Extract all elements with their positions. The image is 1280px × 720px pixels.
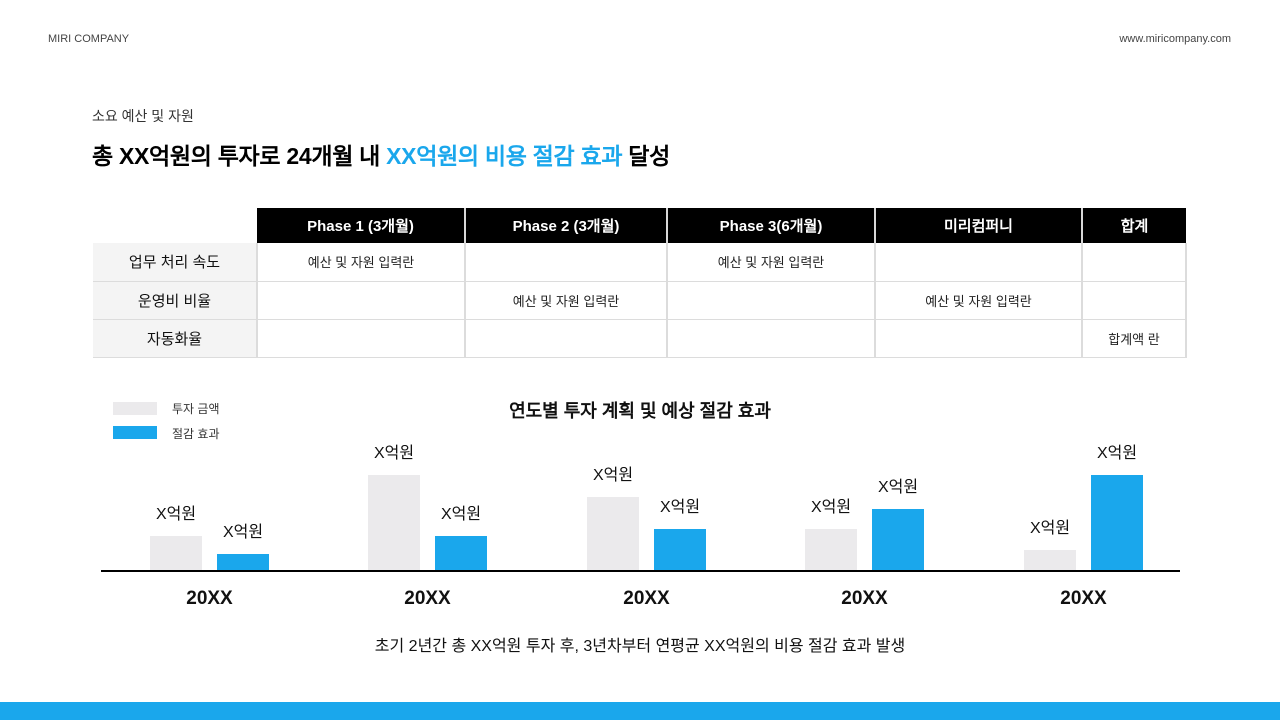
x-axis-label: 20XX <box>841 588 888 609</box>
bar-value-label: X억원 <box>1096 445 1138 462</box>
table-cell[interactable] <box>257 281 466 320</box>
table-cell[interactable]: 예산 및 자원 입력란 <box>465 281 668 320</box>
x-axis-label: 20XX <box>186 588 233 609</box>
column-header: Phase 1 (3개월) <box>257 208 466 243</box>
chart-footnote: 초기 2년간 총 XX억원 투자 후, 3년차부터 연평균 XX억원의 비용 절… <box>374 638 906 655</box>
savings-bar <box>872 509 924 571</box>
table-cell[interactable]: 예산 및 자원 입력란 <box>667 243 876 282</box>
row-header: 운영비 비율 <box>93 281 258 320</box>
legend-label-savings: 절감 효과 <box>172 427 220 441</box>
x-axis-label: 20XX <box>623 588 670 609</box>
table-cell[interactable] <box>1082 243 1187 282</box>
table-cell[interactable]: 예산 및 자원 입력란 <box>257 243 466 282</box>
legend-label-investment: 투자 금액 <box>172 402 220 416</box>
bar-value-label: X억원 <box>373 445 415 462</box>
x-axis-label: 20XX <box>1060 588 1107 609</box>
bar-value-label: X억원 <box>810 499 852 516</box>
investment-bar <box>368 475 420 571</box>
title-highlight: XX억원의 비용 절감 효과 <box>386 143 623 169</box>
legend-swatch-investment <box>113 402 157 415</box>
column-header: 합계 <box>1082 208 1186 243</box>
bar-value-label: X억원 <box>440 506 482 523</box>
row-header: 업무 처리 속도 <box>93 243 258 282</box>
column-header: Phase 3(6개월) <box>667 208 876 243</box>
bar-value-label: X억원 <box>659 499 701 516</box>
bottom-accent-bar <box>0 702 1280 720</box>
table-cell[interactable] <box>667 281 876 320</box>
savings-bar <box>1091 475 1143 571</box>
savings-bar <box>217 554 269 571</box>
table-cell[interactable]: 예산 및 자원 입력란 <box>875 281 1083 320</box>
row-header: 자동화율 <box>93 319 258 358</box>
table-cell[interactable] <box>465 243 668 282</box>
website-url: www.miricompany.com <box>1119 33 1231 45</box>
table-row: 운영비 비율 예산 및 자원 입력란 예산 및 자원 입력란 <box>93 281 1187 320</box>
table-row: 업무 처리 속도 예산 및 자원 입력란 예산 및 자원 입력란 <box>93 243 1187 282</box>
table-cell[interactable] <box>875 319 1083 358</box>
budget-table: Phase 1 (3개월) Phase 2 (3개월) Phase 3(6개월)… <box>93 208 1187 358</box>
savings-bar <box>435 536 487 571</box>
savings-bar <box>654 529 706 571</box>
table-corner <box>93 208 257 243</box>
section-subtitle: 소요 예산 및 자원 <box>92 108 194 124</box>
table-cell[interactable] <box>667 319 876 358</box>
investment-bar <box>150 536 202 571</box>
title-text-1: 총 XX억원의 투자로 24개월 내 <box>92 143 387 169</box>
investment-bar <box>805 529 857 571</box>
investment-bar <box>587 497 639 571</box>
investment-bar <box>1024 550 1076 571</box>
table-cell[interactable] <box>465 319 668 358</box>
bar-value-label: X억원 <box>155 506 197 523</box>
bar-value-label: X억원 <box>222 524 264 541</box>
column-header: 미리컴퍼니 <box>875 208 1083 243</box>
chart-baseline <box>101 570 1180 572</box>
table-header-row: Phase 1 (3개월) Phase 2 (3개월) Phase 3(6개월)… <box>93 208 1186 243</box>
title-text-2: 달성 <box>622 143 671 169</box>
legend-swatch-savings <box>113 426 157 439</box>
bar-value-label: X억원 <box>877 479 919 496</box>
bar-value-label: X억원 <box>592 467 634 484</box>
x-axis-label: 20XX <box>404 588 451 609</box>
slide-title: 총 XX억원의 투자로 24개월 내 XX억원의 비용 절감 효과 달성 <box>92 137 670 171</box>
bar-value-label: X억원 <box>1029 520 1071 537</box>
table-row: 자동화율 합계액 란 <box>93 319 1187 358</box>
chart-title: 연도별 투자 계획 및 예상 절감 효과 <box>509 401 771 421</box>
table-cell[interactable] <box>257 319 466 358</box>
column-header: Phase 2 (3개월) <box>465 208 668 243</box>
table-cell[interactable] <box>875 243 1083 282</box>
table-cell[interactable] <box>1082 281 1187 320</box>
table-cell[interactable]: 합계액 란 <box>1082 319 1187 358</box>
company-name: MIRI COMPANY <box>48 33 130 45</box>
